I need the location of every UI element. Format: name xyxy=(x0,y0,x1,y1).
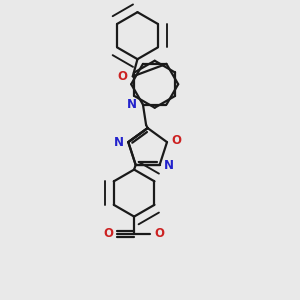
Text: O: O xyxy=(117,70,127,83)
Text: O: O xyxy=(171,134,182,147)
Text: N: N xyxy=(114,136,124,149)
Text: O: O xyxy=(154,227,164,240)
Text: N: N xyxy=(164,159,174,172)
Text: O: O xyxy=(103,227,113,240)
Text: N: N xyxy=(127,98,137,111)
